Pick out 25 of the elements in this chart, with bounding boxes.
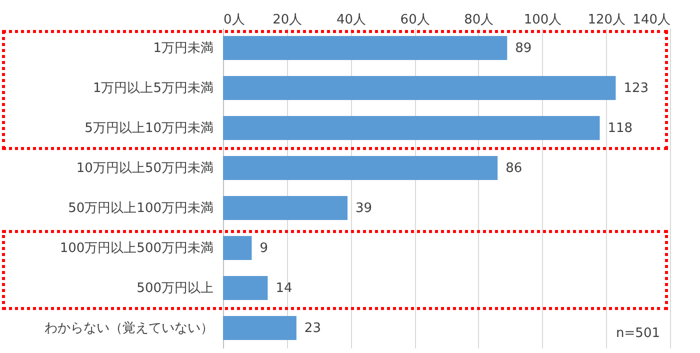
- y-tick-label: わからない（覚えていない）: [44, 321, 214, 336]
- data-label: 123: [624, 81, 649, 96]
- y-tick-label: 500万円以上: [136, 281, 214, 296]
- x-tick-label: 140人: [632, 12, 670, 28]
- data-label: 39: [356, 201, 372, 216]
- x-tick-label: 80人: [464, 12, 494, 28]
- x-tick-label: 20人: [272, 12, 302, 28]
- annotation: n=501: [616, 326, 660, 341]
- x-tick-label: 100人: [524, 12, 562, 28]
- y-tick-label: 5万円以上10万円未満: [84, 121, 214, 136]
- x-tick-label: 40人: [336, 12, 366, 28]
- x-tick-label: 120人: [588, 12, 626, 28]
- x-tick-label: 0人: [224, 12, 245, 28]
- y-tick-label: 1万円以上5万円未満: [92, 81, 214, 96]
- y-tick-label: 1万円未満: [153, 41, 214, 56]
- data-label: 86: [506, 161, 522, 176]
- y-tick-label: 10万円以上50万円未満: [76, 161, 214, 176]
- data-label: 89: [515, 41, 532, 56]
- data-label: 23: [304, 321, 321, 336]
- y-tick-label: 50万円以上100万円未満: [68, 201, 214, 216]
- data-label: 9: [260, 241, 268, 256]
- x-tick-label: 60人: [400, 12, 430, 28]
- data-label: 14: [276, 281, 292, 296]
- y-tick-label: 100万円以上500万円未満: [60, 241, 214, 256]
- data-label: 118: [608, 121, 633, 136]
